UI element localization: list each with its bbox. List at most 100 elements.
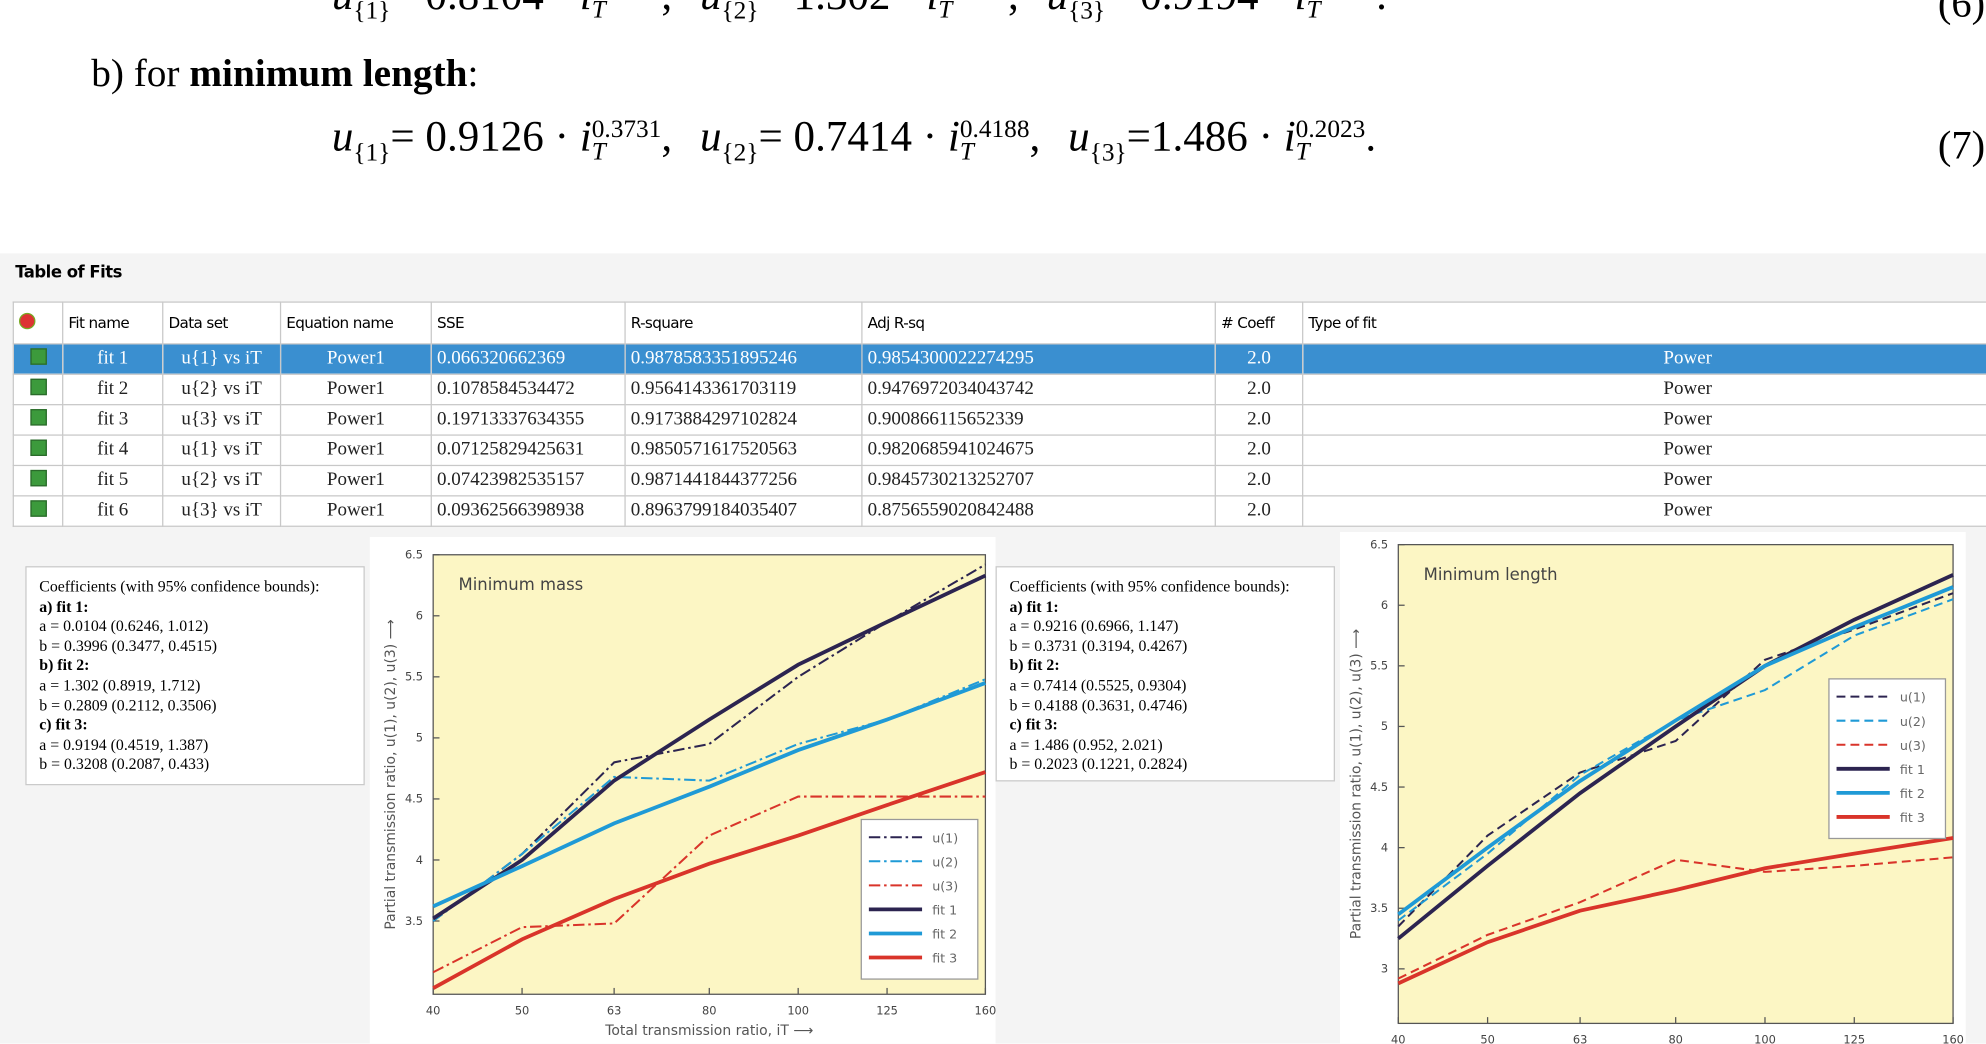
equation-term: u{2}= 1.302 · i0.2809T,: [700, 0, 1019, 25]
series-line: [1397, 585, 1954, 916]
heading-bold: minimum length: [189, 50, 468, 95]
coefficient-line: b) fit 2:: [1009, 656, 1060, 675]
column-header: Fit name: [62, 301, 164, 345]
equation-term: u{1}= 0.9126 · i 0.3731 T,: [331, 113, 673, 167]
table-row[interactable]: fit 3 u{3} vs iT Power1 0.19713337634355 0.9…: [12, 404, 1986, 436]
table-row[interactable]: fit 2 u{2} vs iT Power1 0.1078584534472 0.95…: [12, 373, 1986, 406]
x-axis-label: Total transmission ratio, iT ⟶: [604, 1023, 813, 1039]
coefficient-line: b = 0.3208 (0.2087, 0.433): [39, 755, 210, 774]
table-cell: 0.19713337634355: [430, 404, 626, 436]
table-cell: 0.066320662369: [430, 343, 626, 375]
chart-title: Minimum mass: [459, 575, 584, 594]
fits-table: Fit name Data set Equation name SSE R-square…: [12, 301, 1986, 527]
coefficient-line: c) fit 3:: [39, 715, 88, 734]
icon-header: [12, 301, 64, 345]
table-cell: 0.9820685941024675: [861, 434, 1216, 467]
y-tick-label: 5.5: [1370, 659, 1388, 673]
x-tick-label: 125: [876, 1004, 898, 1018]
series-line: [432, 681, 987, 909]
coefficient-line: b) fit 2:: [39, 656, 90, 675]
legend-label: fit 1: [932, 902, 957, 917]
legend-label: u(2): [1900, 714, 1926, 729]
column-header: Equation name: [279, 301, 432, 345]
table-row[interactable]: fit 4 u{1} vs iT Power1 0.07125829425631 0.9…: [12, 434, 1986, 467]
table-cell: 0.8963799184035407: [624, 495, 863, 527]
sub-sup: 0.3731 T: [591, 117, 662, 167]
variable: u: [332, 0, 354, 19]
table-cell: 0.9564143361703119: [624, 373, 863, 406]
table-row[interactable]: fit 5 u{2} vs iT Power1 0.07423982535157 0.9…: [12, 464, 1986, 497]
x-tick-label: 80: [1668, 1033, 1682, 1044]
table-cell: fit 3: [62, 404, 164, 436]
separator: .: [1365, 113, 1377, 161]
table-cell: Power1: [279, 373, 432, 406]
coefficient-line: a) fit 1:: [39, 597, 89, 616]
table-cell: 0.9854300022274295: [861, 343, 1216, 375]
table-cell: 0.07125829425631: [430, 434, 626, 467]
separator: ,: [1008, 0, 1019, 19]
table-cell: u{1} vs iT: [162, 343, 282, 375]
row-icon: [29, 438, 47, 456]
heading-text: :: [467, 50, 479, 95]
series-line: [432, 770, 987, 990]
column-header: Type of fit: [1302, 301, 1986, 345]
table-cell: Power: [1302, 434, 1986, 467]
coefficient-line: a = 0.9194 (0.4519, 1.387): [39, 735, 209, 754]
separator: ,: [661, 113, 673, 161]
coefficient-line: Coefficients (with 95% confidence bounds…: [39, 577, 320, 596]
table-cell: Power: [1302, 495, 1986, 527]
table-cell: fit 4: [62, 434, 164, 467]
legend-label: fit 2: [1900, 786, 1925, 801]
series-line: [1397, 856, 1954, 980]
superscript: 0.4188: [959, 115, 1030, 144]
table-cell: u{2} vs iT: [162, 464, 282, 497]
table-cell: Power1: [279, 464, 432, 497]
subscript: {2}: [721, 0, 759, 26]
equation-line: u{1}= 0.8104 · i0.3996T, u{2}= 1.302 · i0…: [332, 0, 1415, 26]
y-tick-label: 6: [416, 609, 423, 623]
row-icon: [29, 347, 47, 365]
equation-term: u{3}=1.486 · i 0.2023 T.: [1068, 113, 1377, 167]
y-tick-label: 4: [416, 853, 423, 867]
coefficient-line: a = 0.0104 (0.6246, 1.012): [39, 617, 209, 635]
y-tick-label: 5.5: [405, 670, 423, 684]
legend-label: u(2): [932, 854, 958, 869]
table-cell: 2.0: [1214, 434, 1304, 467]
sub-sup: 0.3996T: [592, 0, 662, 23]
subscript: {1}: [353, 0, 391, 26]
x-tick-label: 125: [1843, 1033, 1865, 1044]
subscript: {3}: [1068, 0, 1106, 26]
x-tick-label: 63: [1573, 1033, 1587, 1044]
icon-cell: [12, 343, 64, 375]
table-cell: u{1} vs iT: [162, 434, 282, 467]
variable: u: [331, 113, 354, 161]
table-cell: Power1: [279, 434, 432, 467]
icon-cell: [12, 404, 64, 436]
variable: i: [947, 113, 960, 161]
coefficient-line: a = 0.7414 (0.5525, 0.9304): [1009, 676, 1187, 695]
column-header: # Coeff: [1214, 301, 1304, 345]
equation-term: u{2}= 0.7414 · i 0.4188 T,: [700, 113, 1040, 167]
subscript: T: [959, 138, 974, 167]
table-cell: Power: [1302, 464, 1986, 497]
table-row[interactable]: fit 1 u{1} vs iT Power1 0.066320662369 0.987…: [12, 343, 1986, 375]
superscript: 0.2023: [1295, 115, 1366, 144]
row-icon: [29, 408, 47, 425]
table-cell: 0.9871441844377256: [624, 464, 863, 497]
table-cell: u{3} vs iT: [162, 495, 282, 527]
subscript: {2}: [721, 139, 759, 167]
variable: u: [1047, 0, 1069, 19]
table-row[interactable]: fit 6 u{3} vs iT Power1 0.09362566398938 0.8…: [12, 495, 1986, 527]
equation-term: u{1}= 0.8104 · i0.3996T,: [332, 0, 672, 25]
subscript: T: [591, 138, 606, 167]
y-tick-label: 5: [416, 731, 423, 745]
separator: ,: [661, 0, 672, 19]
table-cell: Power1: [279, 404, 432, 436]
x-tick-label: 50: [515, 1004, 529, 1018]
table-cell: u{2} vs iT: [162, 373, 282, 406]
coefficient-line: c) fit 3:: [1009, 715, 1058, 734]
table-cell: 0.1078584534472: [430, 373, 626, 406]
y-tick-label: 6: [1381, 598, 1388, 612]
legend-label: fit 1: [1900, 762, 1925, 777]
chart-title: Minimum length: [1424, 565, 1558, 584]
